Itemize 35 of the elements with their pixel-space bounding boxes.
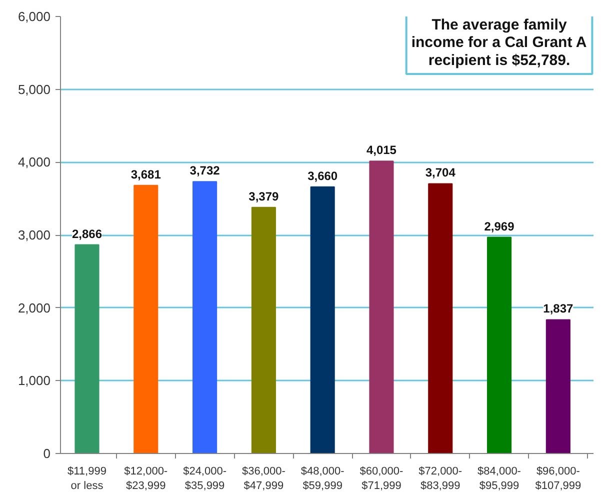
x-tick-label: $48,000- $59,999 [300,466,345,492]
x-tick-label: $12,000- $23,999 [124,466,168,492]
bar [74,244,100,454]
annotation: The average family income for a Cal Grant A recipient is $52,789. [411,16,587,69]
bar [486,236,512,454]
bar [428,183,453,454]
y-tick-label: 4,000 [18,154,51,170]
data-label: 3,660 [308,168,338,183]
x-tick-label: $96,000- $107,999 [535,466,582,492]
bar [251,206,276,454]
bar [192,181,218,454]
x-tick-label: $24,000- $35,999 [183,466,227,492]
y-tick-label: 2,000 [18,300,51,316]
x-tick-label: $84,000- $95,999 [478,466,522,492]
x-tick-label: $60,000- $71,999 [360,466,404,492]
bar [134,184,158,454]
y-tick-label: 5,000 [18,82,51,97]
data-label: 3,681 [130,167,162,182]
y-tick-label: 3,000 [18,228,51,242]
data-label: 1,837 [543,302,574,316]
bar [310,186,335,454]
data-label: 2,969 [484,219,515,234]
data-label: 3,704 [425,166,456,180]
bar [546,319,570,454]
x-tick-label: $72,000- $83,999 [418,466,462,492]
data-label: 3,379 [248,189,280,204]
bar [369,160,394,454]
data-label: 2,866 [72,226,102,241]
y-tick-label: 1,000 [18,373,51,388]
y-tick-label: 6,000 [18,9,51,24]
data-label: 3,732 [190,164,220,178]
data-label: 4,015 [366,143,397,158]
y-tick-label: 0 [43,446,51,461]
x-tick-label: $11,999 or less [68,466,106,492]
x-tick-label: $36,000- $47,999 [242,466,286,492]
